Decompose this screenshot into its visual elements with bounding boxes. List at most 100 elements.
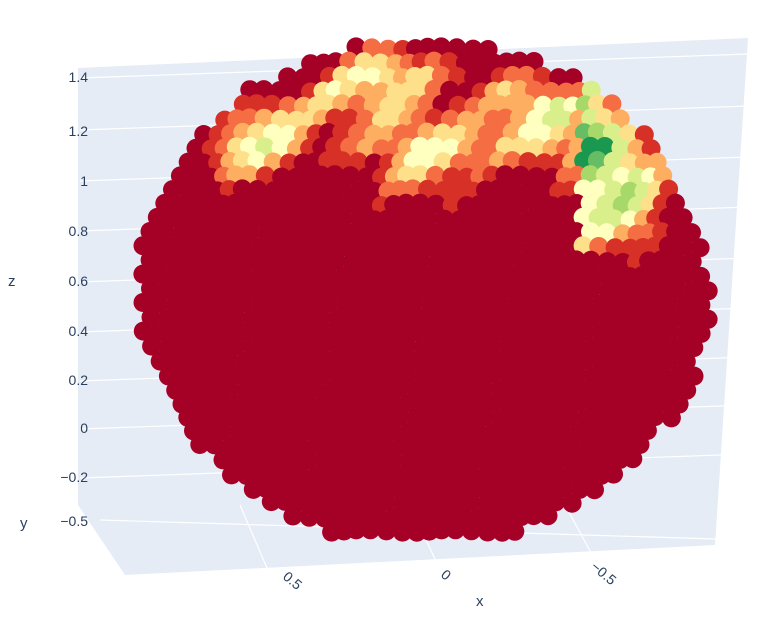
data-point <box>404 322 424 342</box>
data-point <box>637 364 657 383</box>
data-point <box>165 295 185 315</box>
data-point <box>374 378 394 398</box>
data-point <box>562 493 582 513</box>
data-point <box>474 264 494 284</box>
data-point <box>236 380 256 400</box>
data-point <box>495 222 515 242</box>
data-point <box>651 278 671 298</box>
data-point <box>428 309 448 329</box>
data-point <box>513 281 533 300</box>
data-point <box>283 506 303 526</box>
data-point <box>542 110 561 130</box>
data-point <box>213 450 233 470</box>
data-point <box>374 406 394 426</box>
data-point <box>237 437 257 457</box>
data-point <box>179 181 199 201</box>
x-tick-label: −0.5 <box>588 558 620 588</box>
data-point <box>376 521 396 541</box>
data-point <box>637 421 657 440</box>
data-point <box>343 281 363 301</box>
data-point <box>326 251 346 271</box>
data-point <box>496 250 516 270</box>
data-point <box>488 264 508 284</box>
data-point <box>595 165 615 185</box>
data-point <box>581 250 601 270</box>
data-point <box>509 108 529 128</box>
data-point <box>477 493 497 513</box>
data-point <box>332 94 352 114</box>
data-point <box>598 309 618 329</box>
data-point <box>591 352 611 372</box>
data-point <box>538 477 558 497</box>
data-point <box>299 479 319 498</box>
data-point <box>596 194 616 214</box>
data-point <box>580 193 600 213</box>
data-point <box>275 435 295 455</box>
data-point <box>453 506 473 526</box>
data-point <box>417 122 437 142</box>
data-point <box>502 151 522 171</box>
x-tick-label: 0.5 <box>280 568 305 593</box>
data-point <box>659 322 679 341</box>
data-point <box>637 392 657 412</box>
data-point <box>400 508 420 528</box>
data-point <box>229 422 249 442</box>
data-point <box>303 264 323 284</box>
data-point <box>360 520 380 540</box>
data-point <box>205 435 224 455</box>
data-point <box>257 223 277 243</box>
data-point <box>226 307 246 327</box>
data-point <box>424 80 444 99</box>
data-point <box>164 237 184 257</box>
data-point <box>367 420 387 440</box>
data-point <box>314 422 334 442</box>
data-point <box>432 520 451 540</box>
data-point <box>567 364 587 384</box>
data-point <box>460 406 479 426</box>
data-point <box>577 437 597 457</box>
data-point <box>467 392 487 412</box>
data-point <box>580 136 600 156</box>
data-point <box>452 449 472 469</box>
data-point <box>329 394 349 414</box>
data-point <box>296 307 316 327</box>
data-point <box>363 96 383 115</box>
data-point <box>591 323 611 343</box>
data-point <box>282 477 302 497</box>
data-point <box>467 335 487 355</box>
data-point <box>186 138 206 158</box>
data-point <box>588 208 608 228</box>
data-point <box>150 351 170 371</box>
data-point <box>587 122 607 142</box>
data-point <box>566 278 586 298</box>
data-point <box>396 307 416 327</box>
data-point <box>290 464 310 483</box>
data-point <box>554 478 573 498</box>
data-point <box>363 67 382 87</box>
data-point <box>362 38 382 58</box>
data-point <box>532 66 552 86</box>
data-point <box>573 236 593 256</box>
data-point <box>424 108 444 128</box>
data-point <box>165 266 184 286</box>
z-tick-label: 0 <box>80 420 88 436</box>
data-point <box>339 51 359 71</box>
data-point <box>397 336 417 356</box>
data-point <box>336 323 356 343</box>
data-point <box>531 491 550 511</box>
data-point <box>447 38 467 58</box>
data-point <box>489 322 509 342</box>
data-point <box>691 324 711 343</box>
data-point <box>569 451 589 471</box>
data-point <box>390 407 410 427</box>
data-point <box>297 421 317 441</box>
data-point <box>321 408 341 428</box>
data-point <box>574 293 594 313</box>
data-point <box>297 392 317 412</box>
data-point <box>318 236 338 256</box>
data-point <box>619 124 639 144</box>
y-tick-label: −0.5 <box>60 513 88 529</box>
data-point <box>310 250 330 270</box>
